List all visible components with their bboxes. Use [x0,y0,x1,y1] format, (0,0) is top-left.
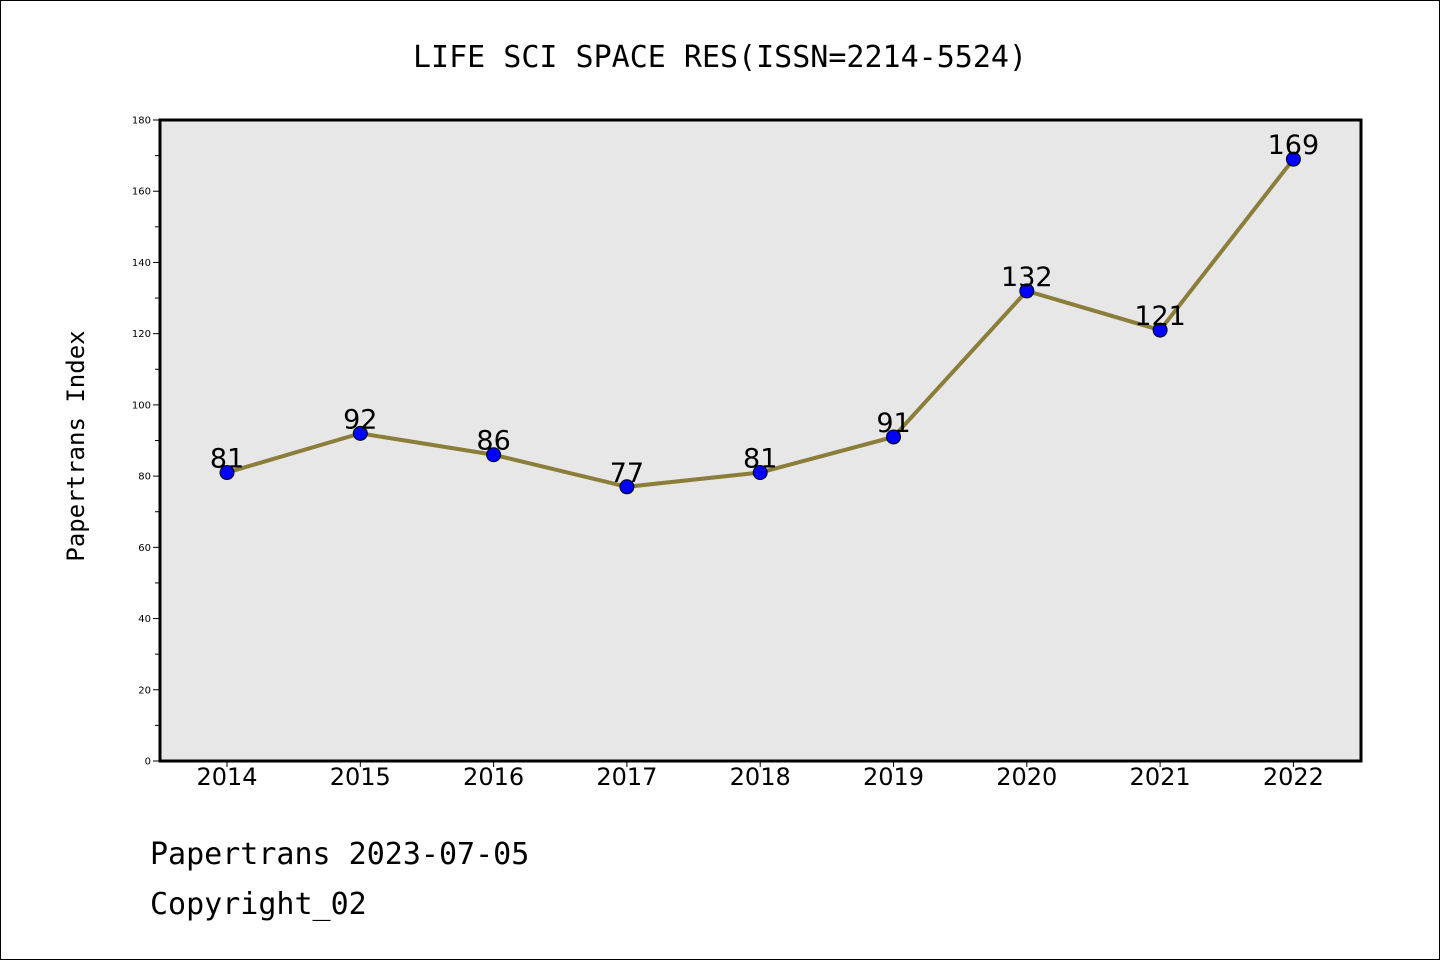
x-axis: 2014 2015 2016 2017 2018 2019 2020 2021 2022 [196,761,1324,791]
y-axis-label: Papertrans Index [62,330,90,561]
data-label: 132 [1001,262,1053,293]
data-point [219,465,235,481]
y-tick-label: 180 [132,116,151,127]
data-point [486,447,502,463]
data-point [352,425,368,441]
y-tick-label: 20 [138,685,151,696]
y-tick-label: 60 [138,543,151,554]
footer-date: Papertrans 2023-07-05 [150,837,529,872]
y-tick-label: 0 [145,757,151,768]
data-label: 81 [743,444,777,475]
y-tick-label: 80 [138,472,151,483]
y-tick-label: 140 [132,258,151,269]
data-point [752,465,768,481]
data-label: 91 [876,408,910,439]
y-tick-label: 40 [138,614,151,625]
x-tick-label: 2014 [196,763,257,791]
y-tick-label: 160 [132,187,151,198]
x-tick-label: 2017 [596,763,657,791]
data-point [886,429,901,445]
x-tick-label: 2016 [463,763,524,791]
data-point [1019,283,1035,299]
y-tick-label: 100 [132,400,151,411]
data-label: 86 [476,426,510,457]
data-point [1152,322,1168,338]
data-label: 121 [1134,301,1186,332]
chart-title: LIFE SCI SPACE RES(ISSN=2214-5524) [413,40,1027,75]
x-tick-label: 2020 [996,763,1057,791]
data-point [619,479,635,495]
data-label: 81 [210,444,244,475]
data-label: 77 [610,458,644,489]
x-tick-label: 2021 [1130,763,1191,791]
data-label: 169 [1268,130,1320,161]
y-axis: 0 20 40 60 80 100 120 140 160 180 [132,116,160,768]
y-tick-label: 120 [132,329,151,340]
footer-copyright: Copyright_02 [150,887,367,922]
x-tick-label: 2022 [1263,763,1324,791]
x-tick-label: 2015 [330,763,391,791]
data-label: 92 [343,404,377,435]
data-point [1285,151,1301,167]
x-tick-label: 2019 [863,763,924,791]
x-tick-label: 2018 [730,763,791,791]
series-line-group: 81 92 86 77 81 91 132 121 169 [210,130,1320,495]
